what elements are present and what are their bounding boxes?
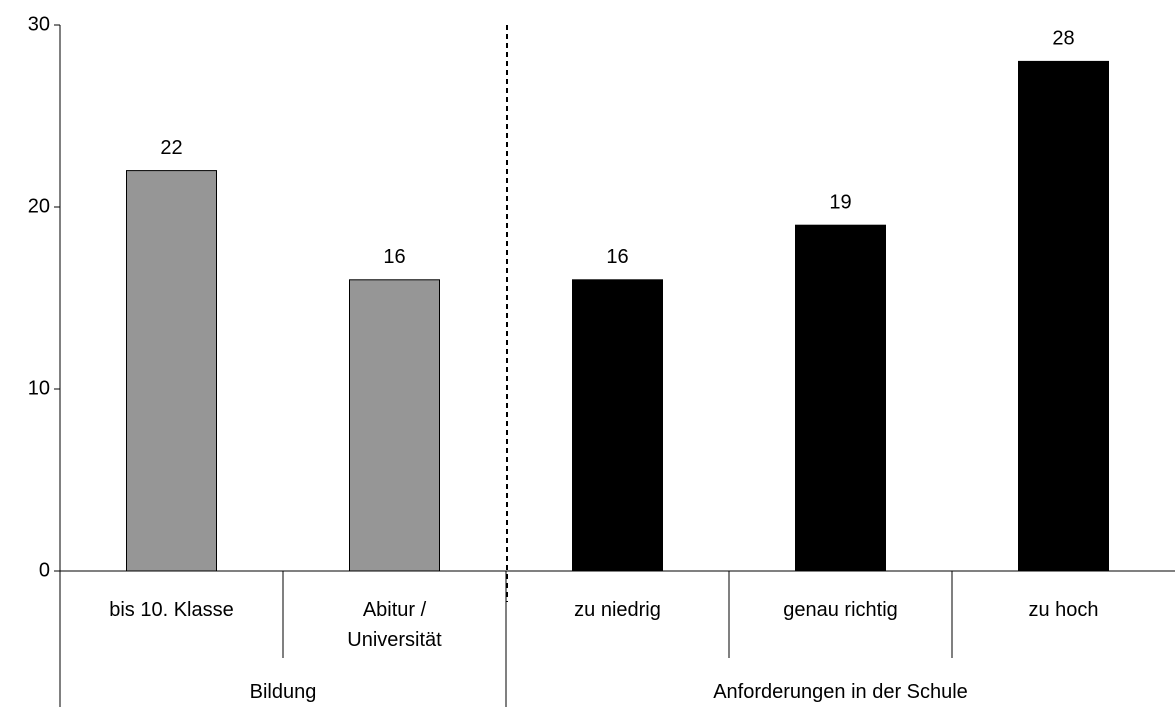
data-label: 22 xyxy=(160,137,182,159)
bar xyxy=(795,224,886,572)
bar xyxy=(126,170,217,572)
data-label: 19 xyxy=(829,191,851,213)
bar xyxy=(1018,60,1109,572)
group-label: Anforderungen in der Schule xyxy=(713,681,968,703)
data-label: 28 xyxy=(1052,28,1074,50)
bar xyxy=(349,279,440,572)
bar xyxy=(572,279,663,572)
x-tick-label: genau richtig xyxy=(783,599,898,621)
x-tick-label: zu niedrig xyxy=(574,599,661,621)
y-tick-label: 0 xyxy=(39,559,50,581)
y-tick-label: 10 xyxy=(28,377,50,399)
group-label: Bildung xyxy=(249,681,317,703)
x-tick-label: zu hoch xyxy=(1028,599,1099,621)
data-label: 16 xyxy=(383,246,405,268)
data-label: 16 xyxy=(606,246,628,268)
x-tick-label: bis 10. Klasse xyxy=(109,599,234,621)
y-tick-label: 30 xyxy=(28,13,50,35)
y-tick-label: 20 xyxy=(28,195,50,217)
x-tick-label: Abitur / Universität xyxy=(347,599,442,651)
